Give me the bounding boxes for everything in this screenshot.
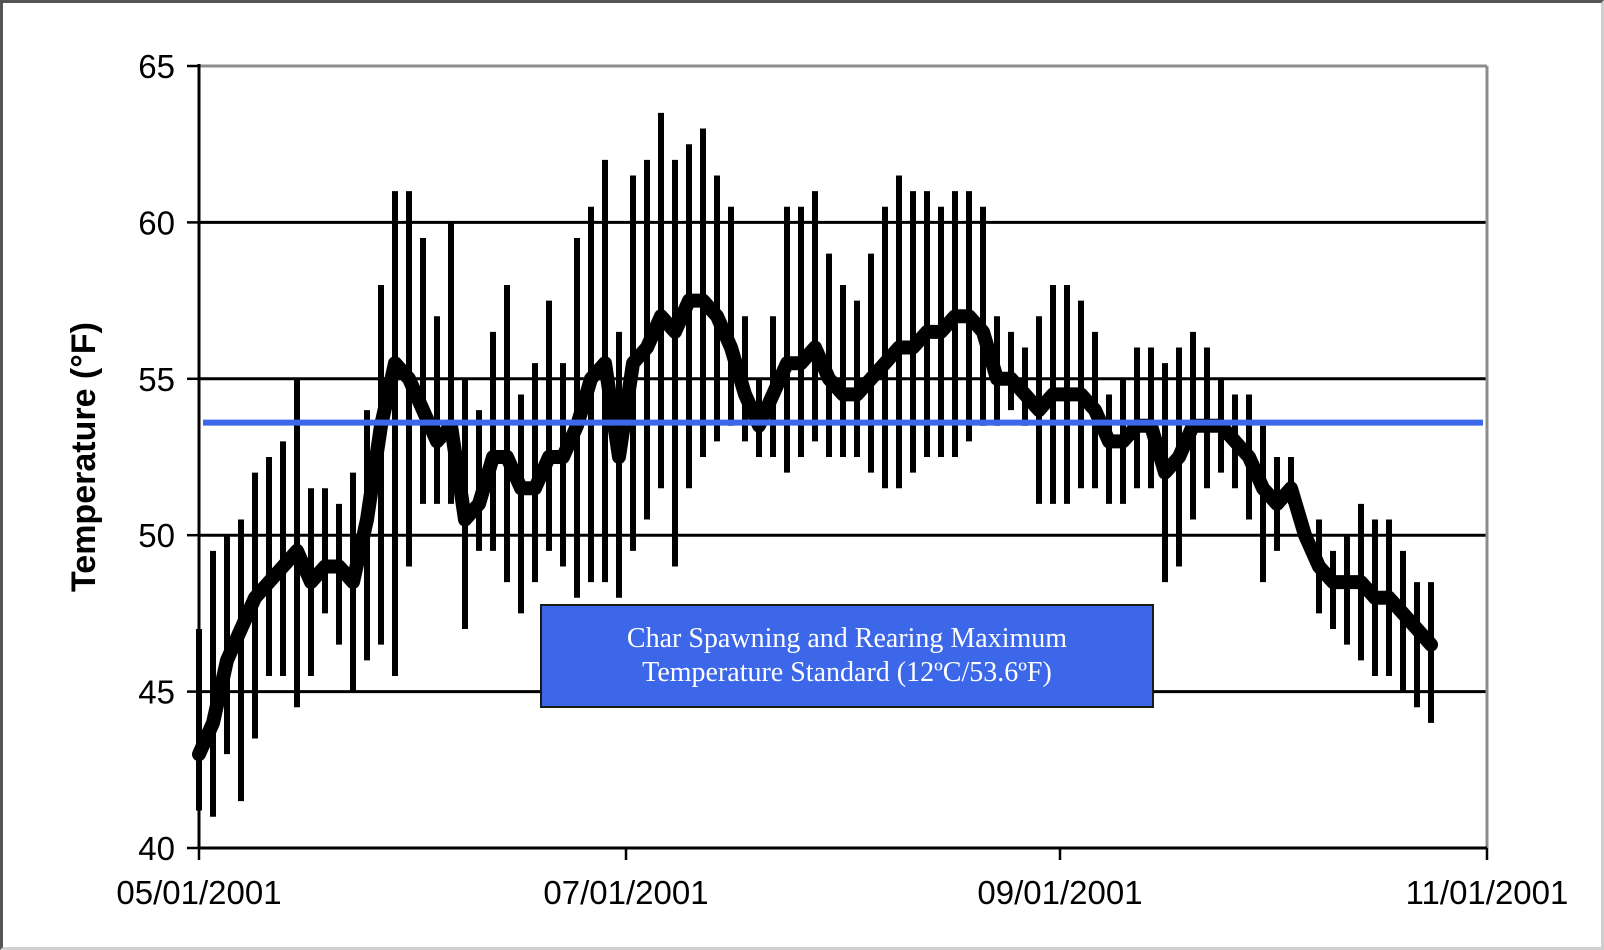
axis-labels: 40 45 50 55 60 65 05/01/2001 07/01/2001 09/01/20…: [65, 48, 1568, 911]
y-tick-label: 45: [138, 674, 175, 711]
temperature-chart: 40 45 50 55 60 65 05/01/2001 07/01/2001 09/01/20…: [65, 48, 1568, 911]
y-tick-label: 60: [138, 204, 175, 241]
y-tick-label: 50: [138, 517, 175, 554]
x-tick-label: 07/01/2001: [543, 874, 708, 911]
standard-callout: Char Spawning and Rearing Maximum Temper…: [540, 604, 1154, 708]
callout-line-2: Temperature Standard (12ºC/53.6ºF): [642, 657, 1052, 688]
callout-line-1: Char Spawning and Rearing Maximum: [626, 623, 1068, 654]
x-tick-label: 09/01/2001: [977, 874, 1142, 911]
x-tick-label: 05/01/2001: [116, 874, 281, 911]
y-tick-label: 55: [138, 361, 175, 398]
y-tick-label: 65: [138, 48, 175, 85]
x-tick-label: 11/01/2001: [1406, 874, 1569, 911]
temperature-series: [192, 112, 1438, 817]
y-axis-label: Temperature (°F): [65, 322, 103, 592]
y-tick-label: 40: [138, 830, 175, 867]
temperature-mean-line: [192, 293, 1438, 762]
